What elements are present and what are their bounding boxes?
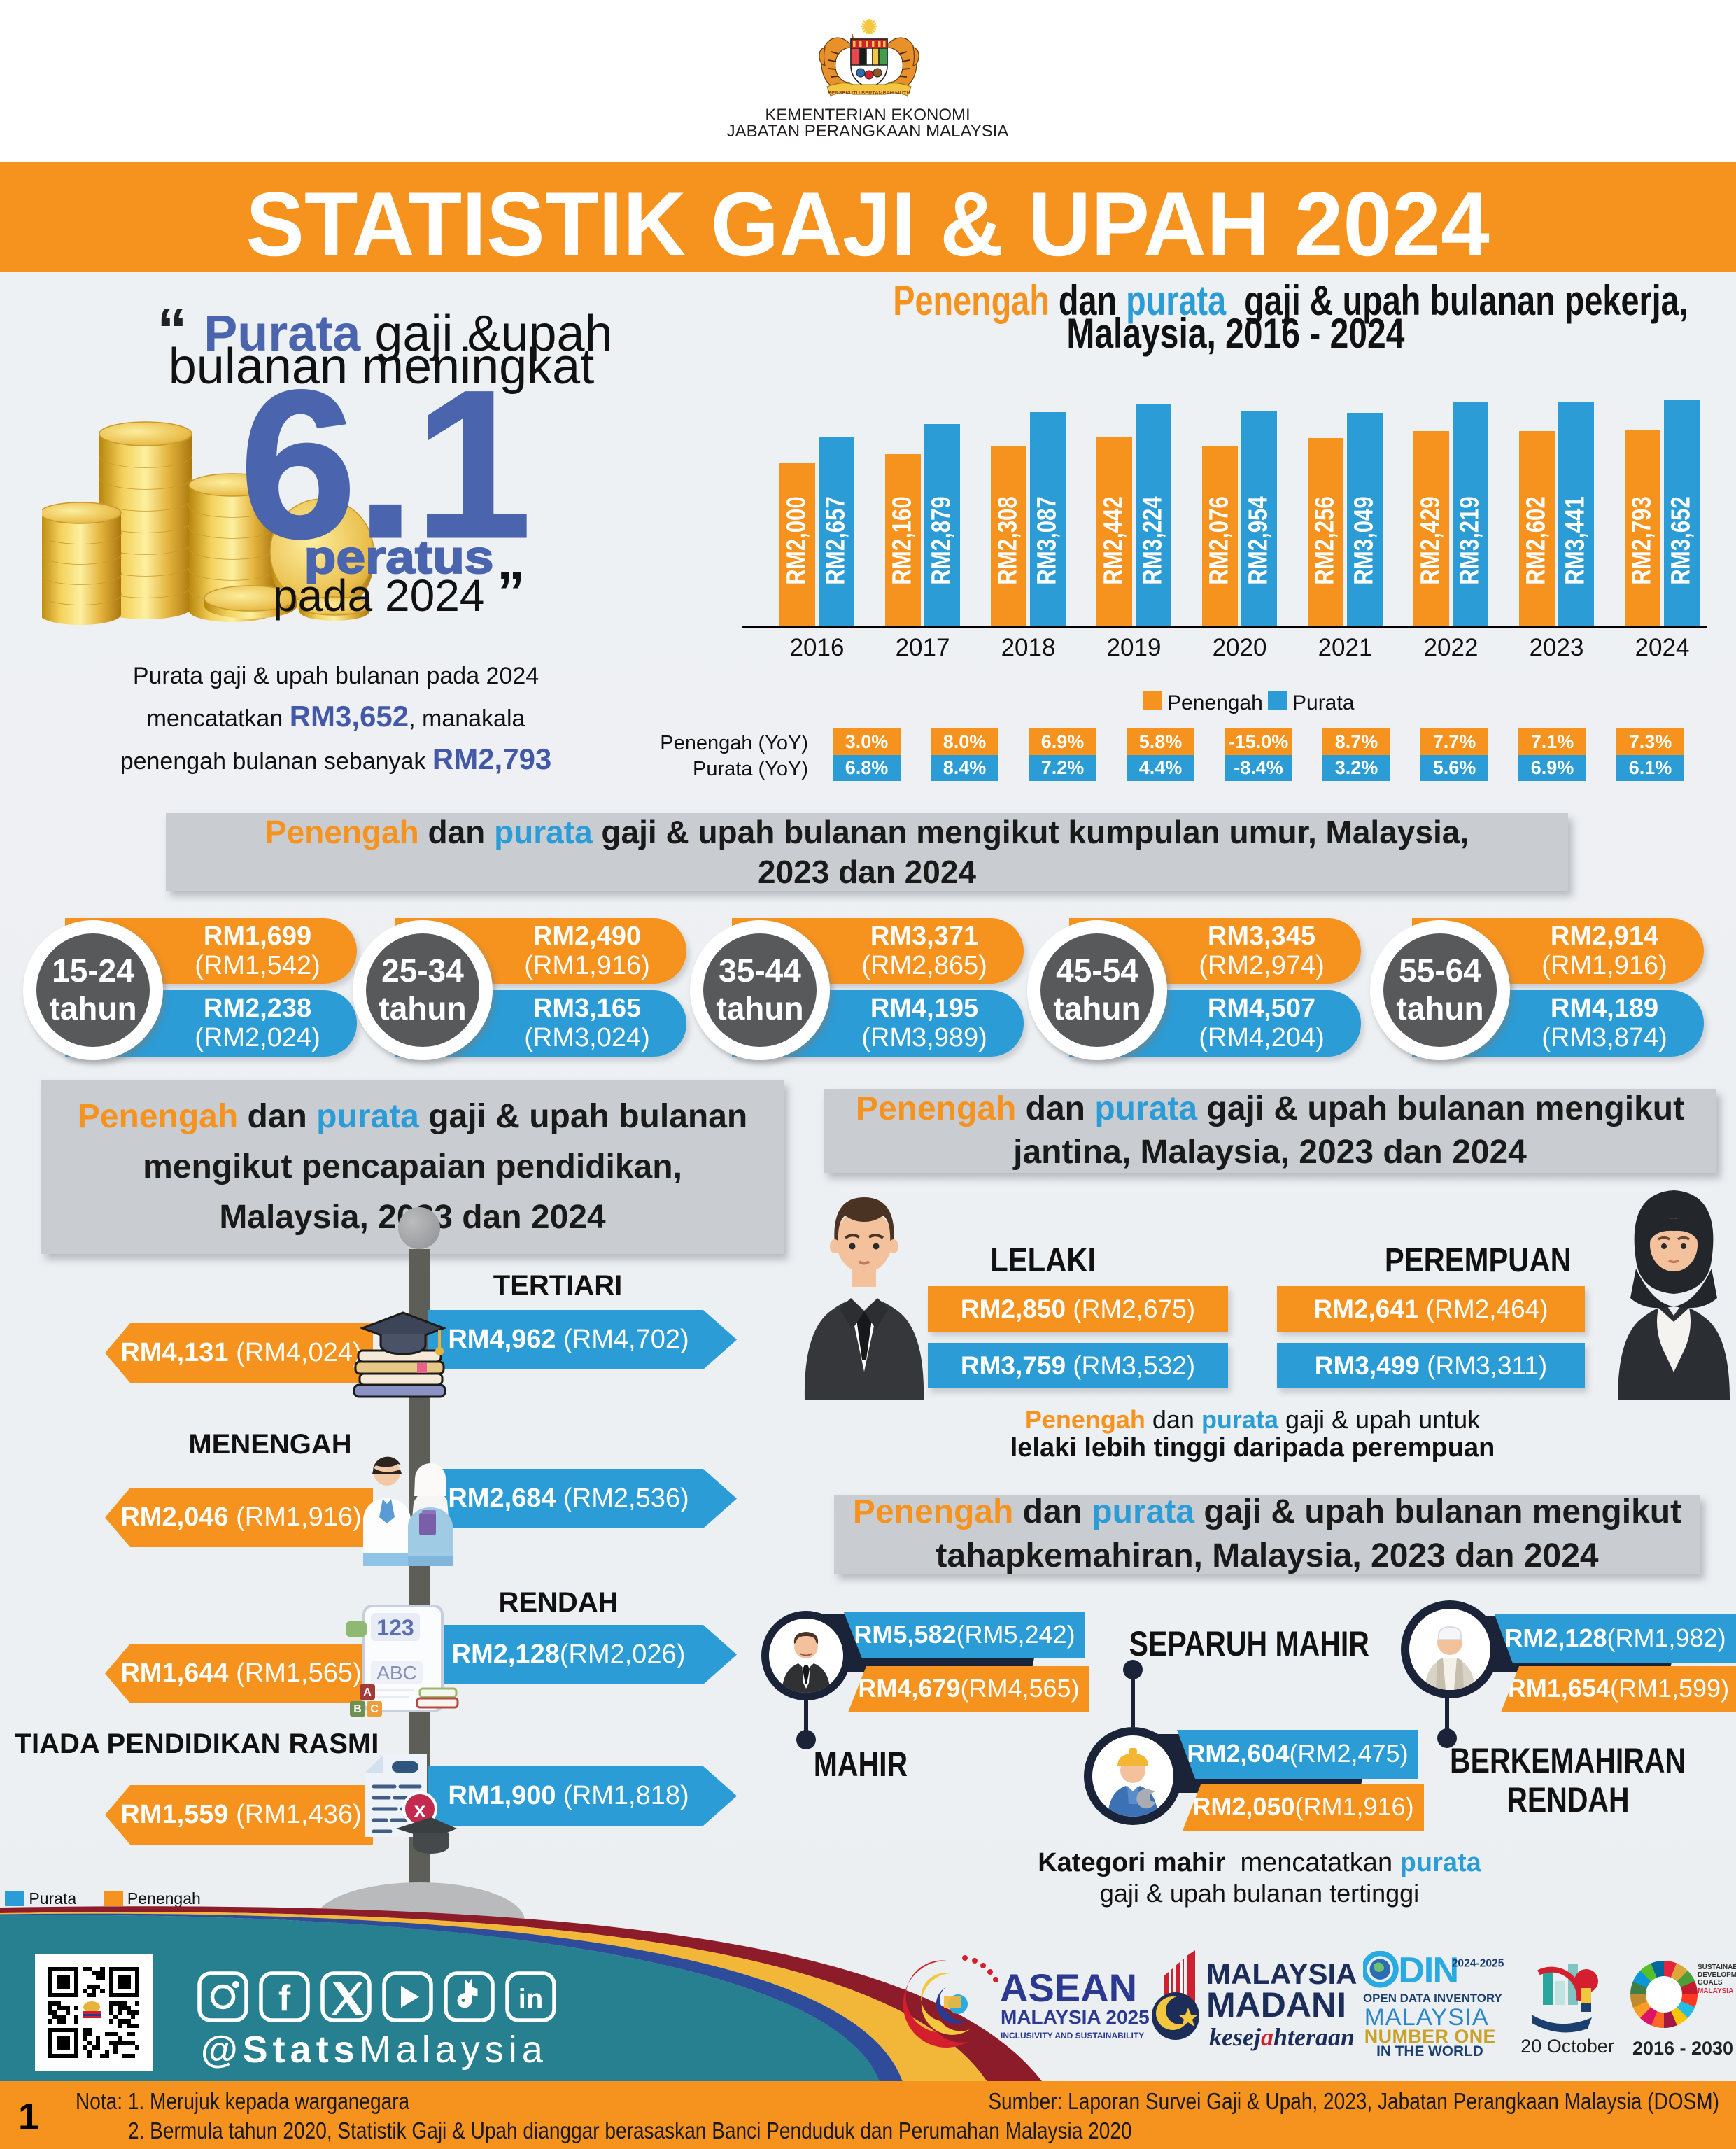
svg-text:kesejahteraan: kesejahteraan (1209, 2023, 1355, 2051)
svg-text:A: A (363, 1686, 372, 1698)
svg-text:in: in (518, 1984, 544, 2015)
svg-text:C: C (370, 1703, 379, 1715)
svg-text:IN: IN (1424, 1951, 1458, 1991)
svg-text:MALAYSIA: MALAYSIA (1364, 2004, 1489, 2031)
svg-text:IN THE WORLD: IN THE WORLD (1376, 2043, 1483, 2057)
svg-text:MADANI: MADANI (1206, 1985, 1346, 2024)
svg-text:NUMBER ONE: NUMBER ONE (1364, 2026, 1496, 2047)
svg-text:2024-2025: 2024-2025 (1452, 1958, 1504, 1970)
svg-text:BERSEKUTU BERTAMBAH MUTU: BERSEKUTU BERTAMBAH MUTU (828, 90, 910, 96)
svg-text:f: f (278, 1978, 291, 2019)
svg-text:x: x (414, 1798, 426, 1822)
svg-text:MALAYSIA: MALAYSIA (1206, 1957, 1357, 1990)
svg-text:MALAYSIA 2025: MALAYSIA 2025 (1001, 2006, 1150, 2028)
svg-text:D: D (1398, 1951, 1425, 1991)
svg-text:20 October: 20 October (1520, 2036, 1614, 2057)
svg-text:123: 123 (376, 1615, 414, 1640)
svg-text:OPEN DATA INVENTORY: OPEN DATA INVENTORY (1363, 1992, 1502, 2005)
svg-text:B: B (353, 1703, 362, 1715)
svg-text:INCLUSIVITY AND SUSTAINABILITY: INCLUSIVITY AND SUSTAINABILITY (1001, 2031, 1144, 2041)
svg-text:ASEAN: ASEAN (1000, 1966, 1137, 2010)
svg-text:ABC: ABC (376, 1662, 417, 1684)
